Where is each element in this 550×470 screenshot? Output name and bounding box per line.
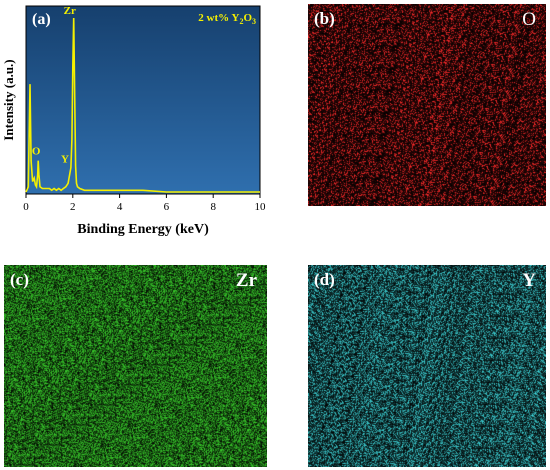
peak-label-zr: Zr <box>64 5 76 17</box>
zr-map-heatmap <box>4 265 267 467</box>
o-element-label: O <box>522 9 536 30</box>
x-tick-label: 0 <box>23 201 29 213</box>
spectrum-series-line <box>25 17 260 193</box>
panel-a-label: (a) <box>32 11 51 28</box>
x-tick-label: 8 <box>210 201 216 213</box>
y-map-heatmap <box>308 265 546 467</box>
panel-c-label: (c) <box>10 270 29 289</box>
x-tick-label: 6 <box>164 201 170 213</box>
plot-area <box>25 5 261 195</box>
peak-label-o: O <box>32 146 41 158</box>
x-tick-labels: 0 2 4 6 8 10 <box>23 194 266 213</box>
composition-annotation: 2 wt% Y2O3 <box>198 12 256 26</box>
x-tick-label: 2 <box>70 201 76 213</box>
o-map-heatmap <box>308 4 546 206</box>
elemental-map-o: (b) O <box>308 4 546 206</box>
x-tick-label: 10 <box>255 201 267 213</box>
elemental-map-zr: (c) Zr <box>4 265 267 467</box>
zr-element-label: Zr <box>235 270 257 291</box>
elemental-map-y: (d) Y <box>308 265 546 467</box>
x-axis-label: Binding Energy (keV) <box>77 222 209 237</box>
x-tick-label: 4 <box>117 201 123 213</box>
panel-b-label: (b) <box>314 9 335 28</box>
peak-label-y: Y <box>61 154 69 166</box>
peak-labels: Zr O Y <box>32 5 76 166</box>
y-element-label: Y <box>522 270 536 291</box>
panel-d-label: (d) <box>314 270 335 289</box>
y-axis-label: Intensity (a.u.) <box>1 59 16 140</box>
